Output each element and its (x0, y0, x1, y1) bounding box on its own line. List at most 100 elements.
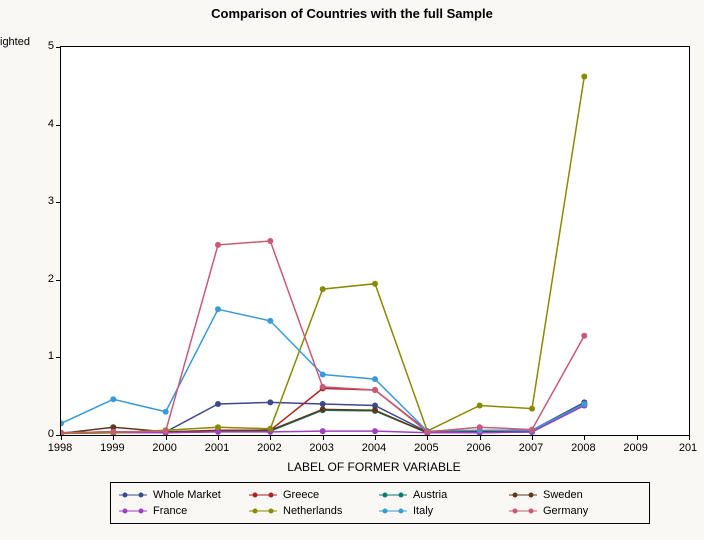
legend-row: Whole Market Greece Austria Sweden (119, 487, 641, 503)
x-tick (584, 435, 585, 440)
chart-container: Comparison of Countries with the full Sa… (0, 0, 704, 540)
legend: Whole Market Greece Austria Sweden France Net… (110, 482, 650, 524)
plot-area (60, 46, 690, 436)
x-tick-label: 201 (679, 442, 697, 454)
series-point (581, 333, 587, 339)
legend-swatch (509, 489, 537, 501)
y-tick-label: 3 (14, 195, 54, 207)
series-point (372, 376, 378, 382)
series-point (372, 428, 378, 434)
legend-row: France Netherlands Italy Germany (119, 503, 641, 519)
x-tick-label: 2008 (571, 442, 595, 454)
x-tick-label: 2005 (414, 442, 438, 454)
legend-label: Italy (413, 503, 433, 519)
x-tick-label: 2006 (466, 442, 490, 454)
legend-label: Greece (283, 487, 319, 503)
legend-item-germany: Germany (509, 503, 639, 519)
series-point (581, 401, 587, 407)
legend-label: Germany (543, 503, 588, 519)
legend-item-france: France (119, 503, 249, 519)
x-tick-label: 1999 (100, 442, 124, 454)
legend-label: Austria (413, 487, 447, 503)
legend-label: Netherlands (283, 503, 342, 519)
series-point (529, 406, 535, 412)
series-point (581, 74, 587, 80)
series-point (163, 409, 169, 415)
series-point (267, 426, 273, 432)
x-tick (532, 435, 533, 440)
series-point (267, 318, 273, 324)
y-tick (56, 202, 61, 203)
series-point (477, 424, 483, 430)
legend-swatch (379, 489, 407, 501)
x-tick-label: 2000 (152, 442, 176, 454)
legend-item-sweden: Sweden (509, 487, 639, 503)
series-point (477, 403, 483, 409)
x-tick-label: 2002 (257, 442, 281, 454)
series-point (372, 281, 378, 287)
legend-swatch (119, 489, 147, 501)
series-point (215, 424, 221, 430)
legend-item-austria: Austria (379, 487, 509, 503)
x-tick (375, 435, 376, 440)
x-tick (166, 435, 167, 440)
series-point (163, 428, 169, 434)
series-point (372, 387, 378, 393)
series-point (110, 429, 116, 435)
legend-item-whole-market: Whole Market (119, 487, 249, 503)
series-point (372, 407, 378, 413)
x-tick (113, 435, 114, 440)
legend-item-netherlands: Netherlands (249, 503, 379, 519)
series-point (529, 427, 535, 433)
series-point (320, 428, 326, 434)
x-tick-label: 1998 (48, 442, 72, 454)
x-tick-label: 2009 (623, 442, 647, 454)
series-point (267, 399, 273, 405)
series-point (320, 384, 326, 390)
series-point (267, 238, 273, 244)
legend-item-italy: Italy (379, 503, 509, 519)
y-tick (56, 280, 61, 281)
series-point (215, 306, 221, 312)
series-point (61, 420, 64, 426)
series-point (110, 396, 116, 402)
x-tick (218, 435, 219, 440)
series-point (320, 286, 326, 292)
legend-swatch (249, 505, 277, 517)
series-point (215, 401, 221, 407)
y-tick-label: 1 (14, 350, 54, 362)
legend-label: Sweden (543, 487, 583, 503)
x-tick (427, 435, 428, 440)
chart-svg (61, 47, 689, 435)
y-tick-label: 4 (14, 118, 54, 130)
x-tick-label: 2003 (309, 442, 333, 454)
y-tick-label: 2 (14, 273, 54, 285)
x-tick (637, 435, 638, 440)
x-tick (61, 435, 62, 440)
legend-label: France (153, 503, 187, 519)
x-tick (323, 435, 324, 440)
series-point (320, 372, 326, 378)
y-tick (56, 357, 61, 358)
x-tick (270, 435, 271, 440)
y-tick (56, 125, 61, 126)
chart-title: Comparison of Countries with the full Sa… (0, 6, 704, 21)
x-tick-label: 2004 (362, 442, 386, 454)
y-tick-label: 5 (14, 40, 54, 52)
legend-item-greece: Greece (249, 487, 379, 503)
legend-label: Whole Market (153, 487, 221, 503)
x-tick (480, 435, 481, 440)
series-point (320, 401, 326, 407)
series-point (320, 406, 326, 412)
legend-swatch (119, 505, 147, 517)
series-point (424, 429, 430, 435)
y-tick (56, 47, 61, 48)
legend-swatch (509, 505, 537, 517)
legend-swatch (379, 505, 407, 517)
series-line-netherlands (61, 77, 584, 434)
x-axis-label: LABEL OF FORMER VARIABLE (60, 460, 688, 474)
x-tick-label: 2007 (519, 442, 543, 454)
x-tick-label: 2001 (205, 442, 229, 454)
series-point (215, 242, 221, 248)
legend-swatch (249, 489, 277, 501)
